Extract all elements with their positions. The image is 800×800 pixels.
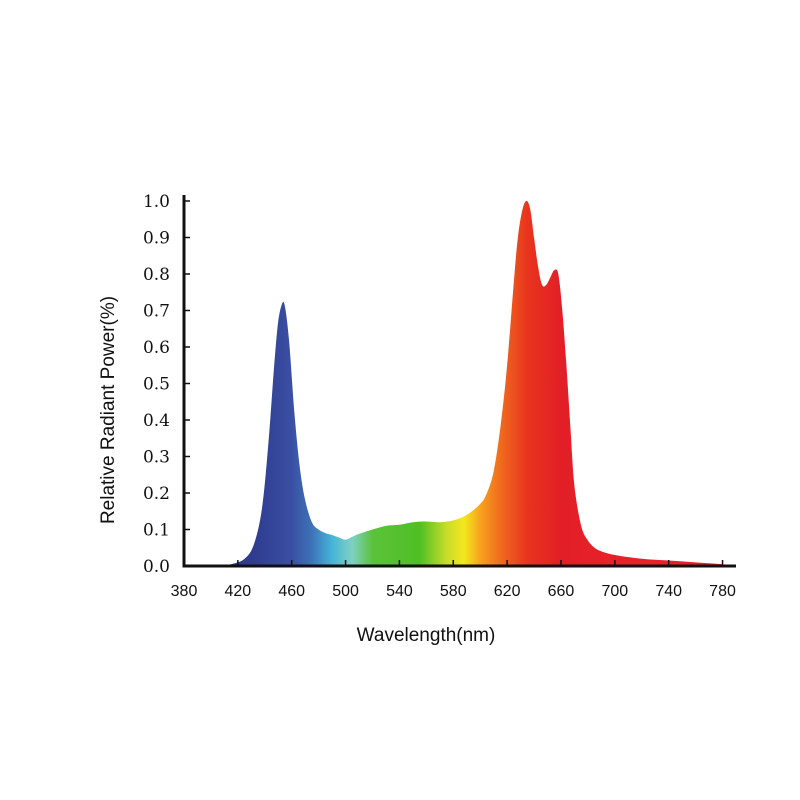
tick-labels: 0.0 0.1 0.2 0.3 0.4 0.5 0.6 0.7 0.8 0.9 1.0 380 420 4… xyxy=(143,192,736,600)
x-axis-label: Wavelength(nm) xyxy=(357,625,496,646)
spectrum-area-0 xyxy=(217,200,723,566)
y-tick-label: 0.8 xyxy=(143,265,170,285)
x-tick-label: 460 xyxy=(278,583,305,600)
x-tick-label: 700 xyxy=(601,583,628,600)
y-tick-label: 0.7 xyxy=(143,302,170,322)
x-tick-label: 620 xyxy=(494,583,521,600)
x-tick-label: 500 xyxy=(332,583,359,600)
y-axis-label: Relative Radiant Power(%) xyxy=(98,296,119,524)
x-tick-label: 780 xyxy=(709,583,736,600)
x-tick-label: 540 xyxy=(386,583,413,600)
y-tick-label: 0.3 xyxy=(143,448,170,468)
x-tick-label: 380 xyxy=(171,583,198,600)
x-tick-label: 420 xyxy=(225,583,252,600)
y-tick-label: 0.4 xyxy=(143,411,170,431)
x-tick-label: 660 xyxy=(548,583,575,600)
y-tick-label: 0.6 xyxy=(143,338,170,358)
y-tick-label: 0.0 xyxy=(143,557,170,577)
y-tick-label: 0.1 xyxy=(143,521,170,541)
plot-area xyxy=(217,200,723,566)
x-tick-label: 740 xyxy=(655,583,682,600)
y-tick-label: 0.2 xyxy=(143,484,170,504)
y-tick-label: 0.5 xyxy=(143,375,170,395)
y-tick-label: 0.9 xyxy=(143,229,170,249)
x-tick-label: 580 xyxy=(440,583,467,600)
axes xyxy=(182,195,736,568)
y-tick-label: 1.0 xyxy=(143,192,170,212)
